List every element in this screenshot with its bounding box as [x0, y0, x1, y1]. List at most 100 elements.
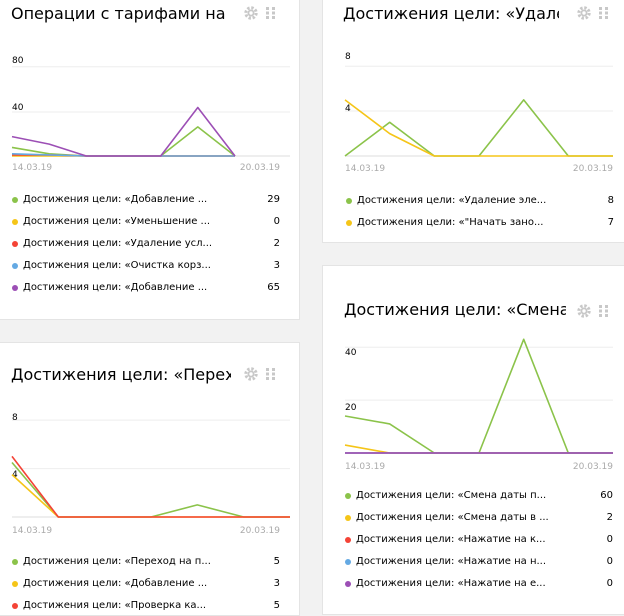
legend-label: Достижения цели: «Смена даты п...: [356, 490, 547, 501]
legend-label: Достижения цели: «Удаление усл...: [23, 238, 213, 249]
x-tick-label: 20.03.19: [240, 526, 280, 536]
legend-value: 2: [273, 238, 280, 249]
x-tick-label: 14.03.19: [12, 526, 52, 536]
legend-dot: [12, 603, 18, 609]
legend-label: Достижения цели: «Переход на п...: [23, 556, 211, 567]
legend-item[interactable]: Достижения цели: «Добавление ... 29: [12, 189, 280, 211]
line-chart: 40 20 14.03.19 20.03.19: [344, 338, 613, 472]
legend-item[interactable]: Достижения цели: «Очистка корз... 3: [12, 255, 280, 277]
legend-item[interactable]: Достижения цели: «Добавление ... 3: [12, 573, 280, 595]
gear-icon[interactable]: [576, 5, 592, 21]
legend-item[interactable]: Достижения цели: «"Начать зано... 7: [346, 212, 614, 234]
x-tick-label: 14.03.19: [345, 462, 385, 472]
legend-label: Достижения цели: «Проверка ка...: [23, 600, 207, 611]
legend: Достижения цели: «Добавление ... 29 Дости…: [12, 189, 280, 299]
line-chart: 8 4 14.03.19 20.03.19: [344, 52, 613, 174]
drag-handle-icon[interactable]: [599, 305, 609, 317]
series-line: [344, 99, 613, 157]
series-line: [11, 106, 236, 157]
legend-label: Достижения цели: «Добавление ...: [23, 282, 208, 293]
legend-item[interactable]: Достижения цели: «Нажатие на к... 0: [345, 529, 613, 551]
y-tick-label: 4: [12, 470, 18, 480]
legend-dot: [345, 581, 351, 587]
legend-dot: [346, 198, 352, 204]
x-tick-label: 14.03.19: [12, 163, 52, 173]
legend-item[interactable]: Достижения цели: «Проверка ка... 5: [12, 595, 280, 615]
legend-value: 3: [273, 260, 280, 271]
y-tick-label: 40: [345, 348, 357, 358]
line-chart: 80 40 14.03.19 20.03.19: [11, 56, 290, 173]
legend-value: 60: [600, 490, 613, 501]
legend-item[interactable]: Достижения цели: «Переход на п... 5: [12, 551, 280, 573]
legend-dot: [12, 581, 18, 587]
legend-value: 5: [273, 556, 280, 567]
legend-dot: [12, 263, 18, 269]
y-tick-label: 80: [12, 56, 24, 66]
legend-dot: [12, 559, 18, 565]
drag-handle-icon[interactable]: [266, 7, 276, 19]
legend-label: Достижения цели: «Очистка корз...: [23, 260, 211, 271]
widget-title[interactable]: Достижения цели: «Смена д...: [344, 300, 566, 319]
legend-value: 5: [273, 600, 280, 611]
widget-goal-transition: Достижения цели: «Перехо... 8 4 14.03.19…: [0, 342, 300, 616]
legend-label: Достижения цели: «Нажатие на к...: [356, 534, 546, 545]
legend-dot: [12, 219, 18, 225]
widget-title[interactable]: Достижения цели: «Удален...: [343, 4, 559, 23]
widget-goal-change-date: Достижения цели: «Смена д... 40 20 14.03…: [322, 265, 624, 615]
legend-item[interactable]: Достижения цели: «Добавление ... 65: [12, 277, 280, 299]
widget-tariff-operations: Операции с тарифами на пе... 80 40 14.03…: [0, 0, 300, 320]
y-tick-label: 8: [12, 413, 18, 423]
legend-dot: [345, 537, 351, 543]
legend-value: 0: [273, 216, 280, 227]
legend-value: 0: [606, 578, 613, 589]
y-tick-label: 8: [345, 52, 351, 62]
legend-item[interactable]: Достижения цели: «Уменьшение ... 0: [12, 211, 280, 233]
legend-value: 29: [267, 194, 280, 205]
legend-dot: [345, 515, 351, 521]
line-chart: 8 4 14.03.19 20.03.19: [11, 413, 290, 536]
legend: Достижения цели: «Удаление эле... 8 Дости…: [346, 190, 614, 234]
legend-value: 8: [607, 195, 614, 206]
legend-label: Достижения цели: «"Начать зано...: [357, 217, 544, 228]
gear-icon[interactable]: [576, 303, 592, 319]
x-tick-label: 20.03.19: [573, 462, 613, 472]
legend-item[interactable]: Достижения цели: «Нажатие на е... 0: [345, 573, 613, 595]
legend-item[interactable]: Достижения цели: «Нажатие на н... 0: [345, 551, 613, 573]
series-line: [11, 455, 290, 518]
x-tick-label: 14.03.19: [345, 164, 385, 174]
x-tick-label: 20.03.19: [573, 164, 613, 174]
legend-value: 0: [606, 556, 613, 567]
legend: Достижения цели: «Смена даты п... 60 Дост…: [345, 485, 613, 595]
legend-value: 2: [606, 512, 613, 523]
drag-handle-icon[interactable]: [266, 368, 276, 380]
series-line: [344, 338, 613, 454]
widget-title[interactable]: Операции с тарифами на пе...: [11, 4, 231, 23]
legend-label: Достижения цели: «Смена даты в ...: [356, 512, 549, 523]
widget-goal-removal: Достижения цели: «Удален... 8 4 14.03.19…: [322, 0, 624, 243]
x-tick-label: 20.03.19: [240, 163, 280, 173]
legend-label: Достижения цели: «Добавление ...: [23, 194, 208, 205]
gear-icon[interactable]: [243, 366, 259, 382]
legend-label: Достижения цели: «Добавление ...: [23, 578, 208, 589]
series-line: [344, 99, 613, 157]
legend-item[interactable]: Достижения цели: «Удаление усл... 2: [12, 233, 280, 255]
legend-value: 7: [607, 217, 614, 228]
y-tick-label: 4: [345, 104, 351, 114]
legend: Достижения цели: «Переход на п... 5 Дости…: [12, 551, 280, 615]
legend-dot: [12, 285, 18, 291]
y-tick-label: 20: [345, 403, 357, 413]
legend-dot: [12, 197, 18, 203]
legend-item[interactable]: Достижения цели: «Смена даты в ... 2: [345, 507, 613, 529]
gear-icon[interactable]: [243, 5, 259, 21]
legend-item[interactable]: Достижения цели: «Удаление эле... 8: [346, 190, 614, 212]
legend-label: Достижения цели: «Уменьшение ...: [23, 216, 211, 227]
drag-handle-icon[interactable]: [599, 7, 609, 19]
y-tick-label: 40: [12, 103, 24, 113]
legend-item[interactable]: Достижения цели: «Смена даты п... 60: [345, 485, 613, 507]
widget-title[interactable]: Достижения цели: «Перехо...: [11, 365, 231, 384]
series-line: [11, 461, 290, 518]
legend-label: Достижения цели: «Удаление эле...: [357, 195, 547, 206]
legend-label: Достижения цели: «Нажатие на е...: [356, 578, 546, 589]
legend-value: 0: [606, 534, 613, 545]
legend-dot: [12, 241, 18, 247]
